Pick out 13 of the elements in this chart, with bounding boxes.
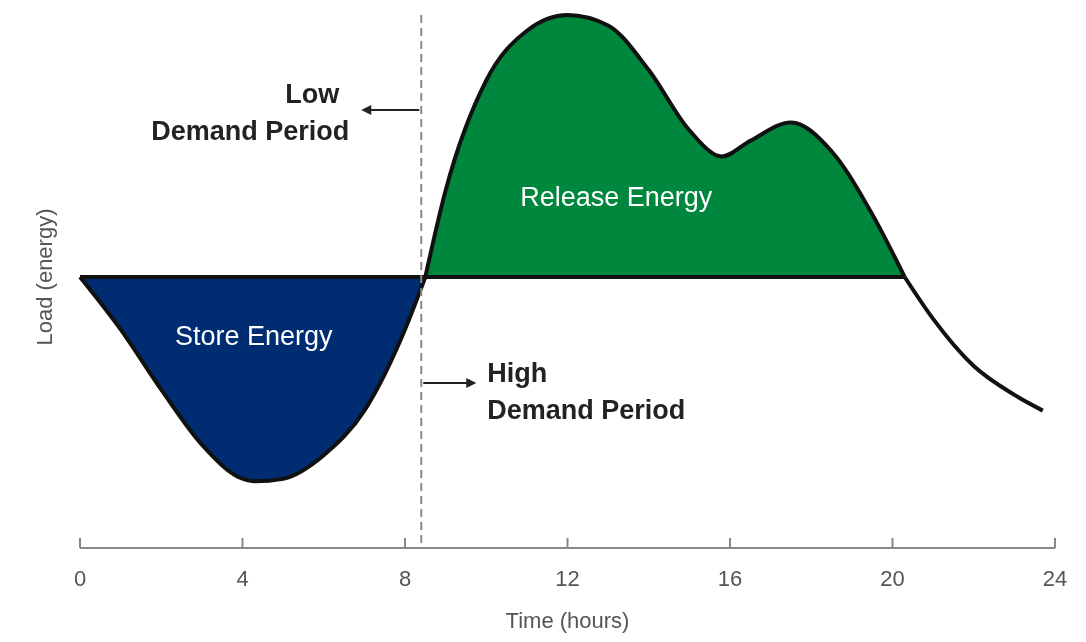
x-tick-label: 8 [398,566,412,591]
series-label: Release Energy [520,181,713,212]
x-tick-label: 16 [717,566,743,591]
x-tick-label: 20 [880,566,905,591]
x-tick-label: 24 [1042,566,1068,591]
x-tick-label: 4 [236,566,249,591]
x-tick-label: 0 [73,566,87,591]
annotation: Low Demand Period [151,79,350,146]
y-axis-title: Load (energy) [32,208,57,346]
series-label: Store Energy [174,321,333,352]
annotation: High Demand Period [487,358,686,425]
x-axis-title: Time (hours) [505,608,630,633]
x-tick-label: 12 [555,566,580,591]
